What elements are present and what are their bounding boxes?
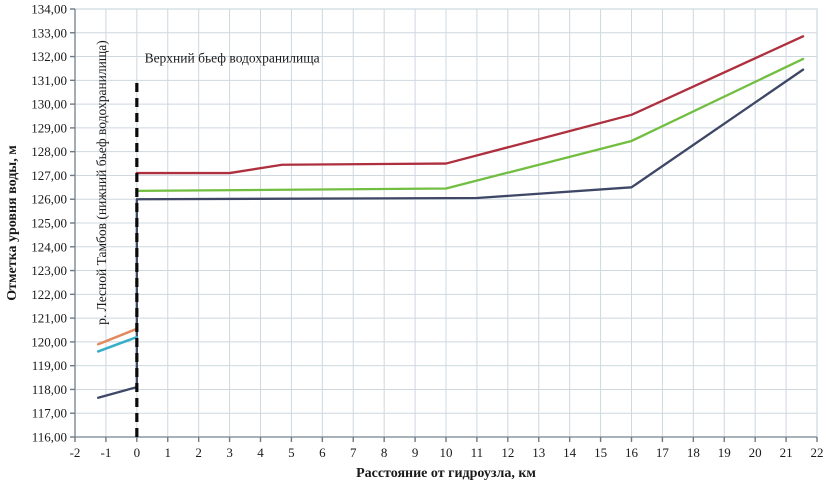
x-tick-label: 14 xyxy=(563,445,577,460)
y-tick-label: 132,00 xyxy=(31,49,67,64)
x-tick-label: 15 xyxy=(594,445,607,460)
series-red-line xyxy=(135,35,805,175)
x-tick-label: 9 xyxy=(412,445,419,460)
series-cyan-line xyxy=(96,335,139,353)
y-tick-label: 134,00 xyxy=(31,2,67,17)
x-tick-label: 0 xyxy=(134,445,141,460)
y-tick-label: 119,00 xyxy=(32,358,67,373)
x-tick-label: 20 xyxy=(749,445,762,460)
x-tick-label: -2 xyxy=(70,445,81,460)
axis-ticks xyxy=(70,8,818,442)
series-dark-blue-line xyxy=(97,68,805,399)
y-axis-title: Отметка уровня воды, м xyxy=(5,145,20,301)
data-series xyxy=(96,35,805,399)
y-tick-label: 130,00 xyxy=(31,97,67,112)
x-tick-label: 2 xyxy=(195,445,202,460)
gridlines xyxy=(74,8,818,438)
x-tick-label: 3 xyxy=(226,445,233,460)
x-tick-label: 4 xyxy=(257,445,264,460)
x-tick-label: 16 xyxy=(625,445,639,460)
series-orange-line xyxy=(96,327,139,346)
y-tick-label: 118,00 xyxy=(32,382,67,397)
y-tick-label: 127,00 xyxy=(31,168,67,183)
y-tick-label: 122,00 xyxy=(31,287,67,302)
x-tick-label: 17 xyxy=(656,445,670,460)
y-tick-label: 124,00 xyxy=(31,239,67,254)
y-tick-label: 131,00 xyxy=(31,73,67,88)
y-tick-label: 123,00 xyxy=(31,263,67,278)
annotation-upper-pool-label: Верхний бьеф водохранилища xyxy=(145,51,320,66)
y-tick-label: 128,00 xyxy=(31,144,67,159)
tick-labels: 116,00 117,00 118,00 119,00 120,00 121,00 122,… xyxy=(31,2,823,461)
y-tick-label: 129,00 xyxy=(31,120,67,135)
y-tick-label: 116,00 xyxy=(32,430,67,445)
x-tick-label: 19 xyxy=(718,445,731,460)
x-tick-label: -1 xyxy=(100,445,111,460)
x-tick-label: 21 xyxy=(780,445,793,460)
y-tick-label: 126,00 xyxy=(31,192,67,207)
y-tick-label: 117,00 xyxy=(32,406,67,421)
x-tick-label: 11 xyxy=(471,445,484,460)
x-tick-label: 1 xyxy=(165,445,172,460)
x-tick-label: 22 xyxy=(811,445,824,460)
x-tick-label: 7 xyxy=(350,445,357,460)
series-green-line xyxy=(135,57,805,193)
x-tick-label: 5 xyxy=(288,445,295,460)
x-tick-label: 12 xyxy=(501,445,514,460)
y-tick-label: 121,00 xyxy=(31,311,67,326)
annotations: Верхний бьеф водохранилища р. Лесной Тамб… xyxy=(94,40,320,325)
x-tick-label: 8 xyxy=(381,445,388,460)
x-tick-label: 18 xyxy=(687,445,700,460)
y-tick-label: 120,00 xyxy=(31,334,67,349)
x-tick-label: 13 xyxy=(532,445,545,460)
y-tick-label: 125,00 xyxy=(31,216,67,231)
x-tick-label: 10 xyxy=(440,445,453,460)
x-tick-label: 6 xyxy=(319,445,326,460)
y-tick-label: 133,00 xyxy=(31,25,67,40)
annotation-river-label: р. Лесной Тамбов (нижний бьеф водохранил… xyxy=(94,40,109,325)
x-axis-title: Расстояние от гидроузла, км xyxy=(356,466,536,481)
